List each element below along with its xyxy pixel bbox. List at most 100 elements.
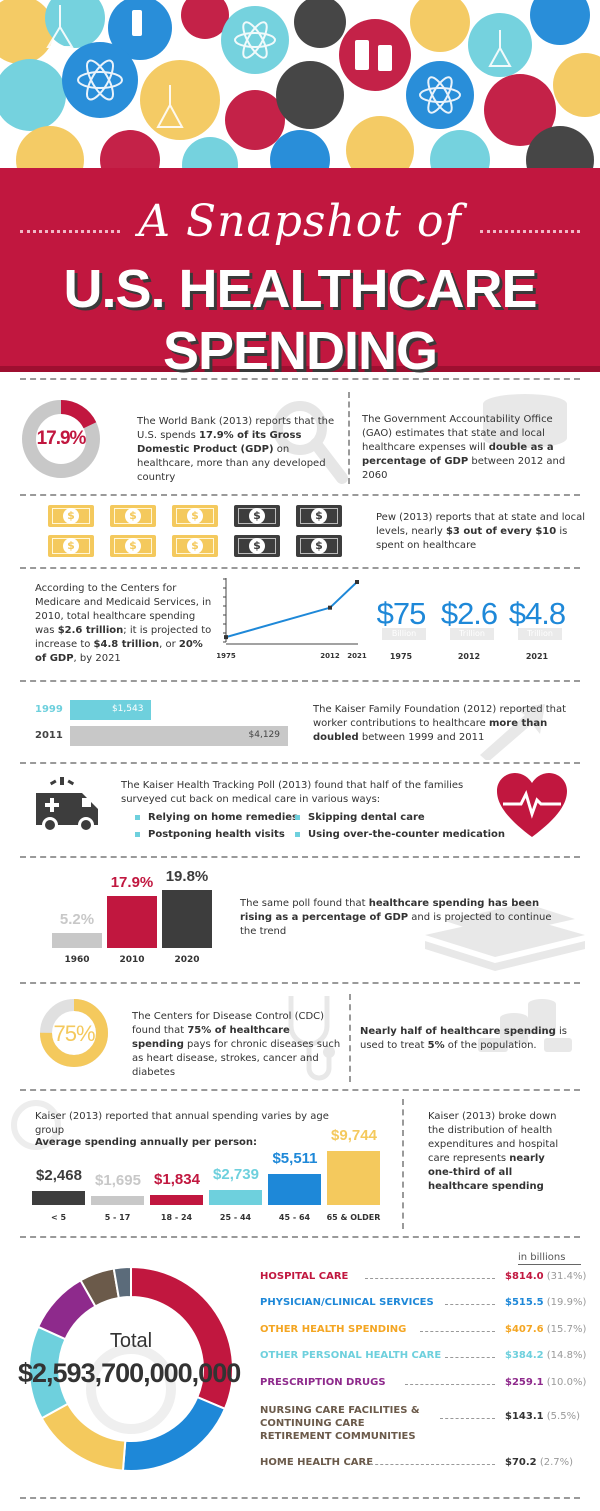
legend-percent: (19.9%)	[543, 1297, 587, 1308]
legend-leader	[365, 1464, 495, 1465]
gdp-bar-label: 5.2%	[59, 910, 95, 928]
arrow-up-icon	[480, 704, 545, 760]
hospital-share-bold: nearly one-third of all healthcare spend…	[428, 1153, 545, 1192]
spending-year: 2012	[457, 652, 481, 661]
pew-text-bold: $3 out of every $10	[445, 526, 557, 537]
banner-dashed-line-right	[480, 230, 580, 233]
gdp-bar-year: 1960	[64, 955, 90, 965]
dollar-sign-icon: $	[63, 508, 79, 524]
series-line	[225, 581, 358, 639]
dollar-sign-icon: $	[63, 538, 79, 554]
x-tick-label: 2012	[320, 652, 340, 660]
half-spending-bold: Nearly half of healthcare spending	[360, 1026, 556, 1037]
science-icons-pattern	[0, 0, 600, 168]
spending-unit: Trillion	[450, 628, 494, 640]
cms-text-2: ; it is projected to increase to	[35, 625, 212, 650]
age-bar-category: 25 - 44	[219, 1213, 252, 1222]
legend-value: $143.1 (5.5%)	[505, 1411, 580, 1422]
contribution-value: $4,129	[248, 730, 281, 740]
data-point	[328, 605, 332, 610]
dollar-sign-icon: $	[249, 508, 265, 524]
contributions-text-pre: The Kaiser Family Foundation (2012) repo…	[313, 704, 567, 729]
poll-item: Relying on home remedies	[135, 812, 298, 823]
contributions-text-bold: more than doubled	[313, 718, 548, 743]
age-bar	[209, 1189, 262, 1205]
divider	[20, 762, 580, 764]
spending-unit: Trillion	[518, 628, 562, 640]
half-spending-text: Nearly half of healthcare spending is us…	[360, 1025, 580, 1053]
divider	[20, 1236, 580, 1238]
legend-amount: $143.1	[505, 1411, 544, 1422]
hospital-share-pre: Kaiser (2013) broke down the distributio…	[428, 1111, 559, 1164]
age-bar-category: 5 - 17	[104, 1213, 131, 1222]
divider	[20, 1089, 580, 1091]
age-bar	[327, 1151, 380, 1205]
legend-amount: $70.2	[505, 1457, 537, 1468]
dollar-sign-icon: $	[125, 538, 141, 554]
half-spending-bold-2: 5%	[427, 1040, 445, 1051]
legend-label: HOME HEALTH CARE	[260, 1457, 374, 1468]
legend-percent: (31.4%)	[543, 1271, 587, 1282]
age-bar-label: $9,744	[331, 1127, 377, 1144]
gdp-bar	[107, 895, 157, 948]
legend-leader	[365, 1278, 495, 1279]
gdp-trend-text-bold: healthcare spending has been rising as a…	[240, 898, 540, 923]
cdc-text: The Centers for Disease Control (CDC) fo…	[132, 1010, 342, 1080]
legend-amount: $259.1	[505, 1377, 544, 1388]
poll-intro: The Kaiser Health Tracking Poll (2013) f…	[121, 780, 464, 805]
legend-amount: $407.6	[505, 1324, 544, 1335]
cdc-donut	[40, 999, 108, 1067]
contributions-text-post: between 1999 and 2011	[358, 732, 485, 743]
pew-text-post: is spent on healthcare	[376, 526, 568, 551]
x-tick-label: 1975	[216, 652, 236, 660]
unit-note: in billions	[518, 1252, 566, 1263]
total-value: $2,593,700,000,000	[18, 1358, 241, 1388]
legend-label: OTHER PERSONAL HEALTH CARE	[260, 1350, 442, 1361]
legend-value: $384.2 (14.8%)	[505, 1350, 586, 1361]
legend-percent: (2.7%)	[536, 1457, 574, 1468]
age-bar-category: 45 - 64	[278, 1213, 311, 1222]
bullet-icon	[295, 814, 300, 820]
pills-coins-icon	[478, 999, 572, 1052]
distribution-legend	[0, 0, 1, 1]
gdp-trend-text-pre: The same poll found that	[240, 898, 369, 909]
x-tick-label: 2021	[347, 652, 367, 660]
divider	[20, 1497, 580, 1499]
gdp-bar-label: 19.8%	[165, 868, 209, 885]
gdp-bar	[162, 890, 212, 948]
legend-leader	[440, 1418, 495, 1419]
legend-percent: (10.0%)	[543, 1377, 587, 1388]
legend-percent: (15.7%)	[543, 1324, 587, 1335]
poll-item-label: Postponing health visits	[148, 829, 285, 840]
worldbank-text: The World Bank (2013) reports that the U…	[137, 415, 347, 485]
worldbank-text-post: on healthcare, more than any developed c…	[137, 444, 326, 483]
dollar-sign-icon: $	[311, 538, 327, 554]
cms-text-1: According to the Centers for Medicare an…	[35, 583, 212, 636]
age-bar-label: $1,834	[154, 1170, 200, 1188]
spending-line-chart: 1975 2012 2021	[216, 578, 367, 660]
half-spending-mid: is used to treat	[360, 1026, 567, 1051]
divider-vertical	[348, 392, 350, 484]
bullet-icon	[135, 814, 140, 820]
pew-text-pre: Pew (2013) reports that at state and loc…	[376, 512, 586, 537]
gao-text-post: between 2012 and 2060	[362, 456, 566, 481]
hero-illustration	[0, 0, 600, 168]
dollar-sign-icon: $	[187, 538, 203, 554]
age-bar	[150, 1194, 203, 1205]
divider	[20, 856, 580, 858]
legend-value: $407.6 (15.7%)	[505, 1324, 586, 1335]
gdp-bar-year: 2010	[119, 955, 145, 965]
age-bar	[91, 1195, 144, 1205]
age-bar-category: 18 - 24	[160, 1213, 193, 1222]
divider	[20, 680, 580, 682]
dollar-bill-icon: $	[172, 505, 218, 527]
cms-text-bold-3: 20% of GDP	[35, 639, 203, 664]
dollar-bill-icon: $	[296, 505, 342, 527]
age-bar	[268, 1174, 321, 1205]
age-bar	[32, 1191, 85, 1205]
dollar-bill-icon: $	[172, 535, 218, 557]
cms-text: According to the Centers for Medicare an…	[35, 582, 215, 666]
dollar-bill-icon: $	[234, 535, 280, 557]
legend-amount: $515.5	[505, 1297, 544, 1308]
cdc-percent: 75%	[53, 1021, 95, 1046]
